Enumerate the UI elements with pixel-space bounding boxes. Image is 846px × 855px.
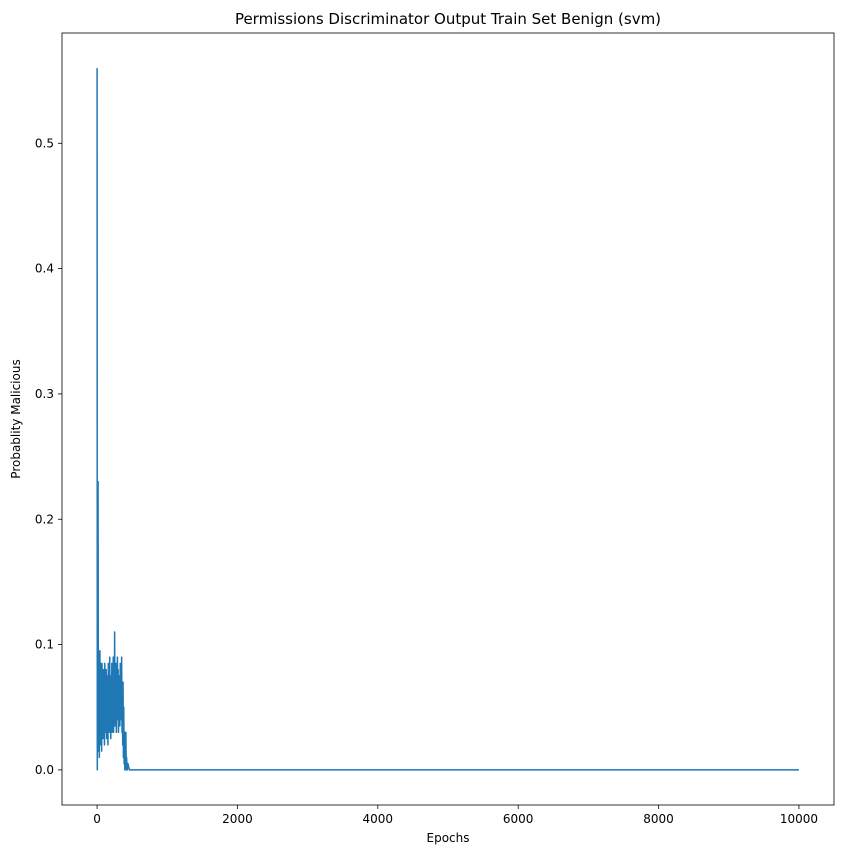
x-axis-label: Epochs	[427, 831, 470, 845]
x-tick-label: 4000	[363, 812, 394, 826]
y-tick-label: 0.5	[35, 136, 54, 150]
x-axis: 0 2000 4000 6000 8000 10000	[93, 805, 818, 826]
x-tick-label: 6000	[503, 812, 534, 826]
plot-area	[96, 68, 799, 771]
y-tick-label: 0.3	[35, 387, 54, 401]
series-line-0	[96, 68, 799, 771]
x-tick-label: 2000	[222, 812, 253, 826]
y-tick-label: 0.0	[35, 763, 54, 777]
x-tick-label: 8000	[643, 812, 674, 826]
y-tick-label: 0.2	[35, 512, 54, 526]
y-axis: 0.0 0.1 0.2 0.3 0.4 0.5	[35, 136, 62, 777]
x-tick-label: 0	[93, 812, 101, 826]
y-axis-label: Probablity Malicious	[9, 359, 23, 478]
y-tick-label: 0.1	[35, 638, 54, 652]
y-tick-label: 0.4	[35, 262, 54, 276]
x-tick-label: 10000	[780, 812, 818, 826]
axes-frame	[61, 32, 835, 806]
chart-title: Permissions Discriminator Output Train S…	[235, 10, 661, 28]
